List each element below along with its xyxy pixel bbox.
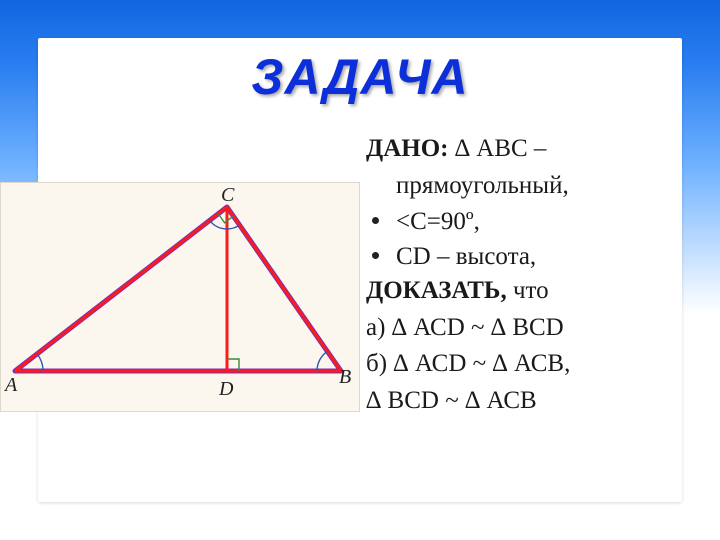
svg-text:C: C xyxy=(221,184,235,206)
problem-text: ДАНО: ∆ АВС – прямоугольный, <С=90º, СD … xyxy=(366,132,686,420)
triangle-figure: A B C D xyxy=(0,182,360,412)
slide-title: ЗАДАЧА xyxy=(0,48,720,106)
prove-item-b: б) ∆ АСD ~ ∆ АСВ, xyxy=(366,347,686,382)
given-line1: ДАНО: ∆ АВС – xyxy=(366,132,686,167)
svg-text:B: B xyxy=(339,366,351,388)
angle-text: <С=90º, xyxy=(396,208,480,235)
bullet-dot-icon xyxy=(372,252,379,259)
prove-label: ДОКАЗАТЬ, xyxy=(366,277,507,304)
slide-root: ЗАДАЧА A B C D ДАНО: ∆ АВС – прямоугольный,… xyxy=(0,0,720,540)
prove-rest: что xyxy=(507,277,549,304)
given-label: ДАНО: xyxy=(366,135,448,162)
prove-line: ДОКАЗАТЬ, что xyxy=(366,274,686,309)
triangle-svg: A B C D xyxy=(1,183,361,413)
bullet-dot-icon xyxy=(372,217,379,224)
bullet-altitude: СD – высота, xyxy=(366,240,686,275)
svg-text:A: A xyxy=(3,374,18,396)
prove-item-a: а) ∆ АСD ~ ∆ ВСD xyxy=(366,311,686,346)
bullet-angle: <С=90º, xyxy=(366,205,686,240)
given-rest: ∆ АВС – xyxy=(448,135,546,162)
given-line2: прямоугольный, xyxy=(366,169,686,204)
prove-item-c: ∆ ВСD ~ ∆ АСВ xyxy=(366,384,686,419)
svg-text:D: D xyxy=(218,378,234,400)
altitude-text: СD – высота, xyxy=(396,243,536,270)
